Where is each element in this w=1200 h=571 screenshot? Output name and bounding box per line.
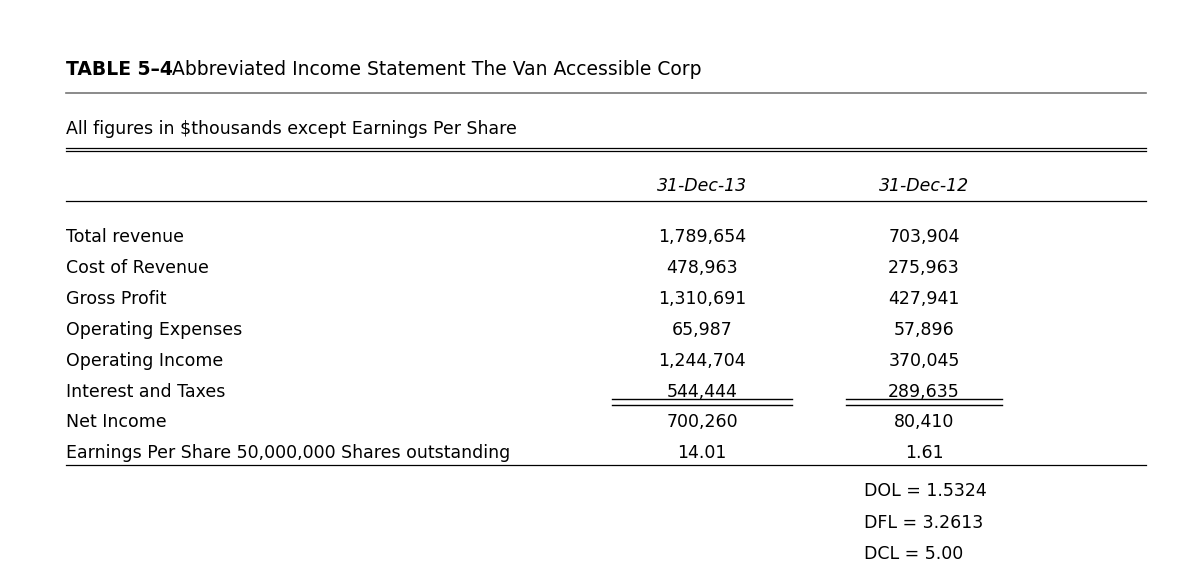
Text: DFL = 3.2613: DFL = 3.2613 [864,514,983,532]
Text: 289,635: 289,635 [888,383,960,401]
Text: 478,963: 478,963 [666,259,738,278]
Text: 427,941: 427,941 [888,290,960,308]
Text: 14.01: 14.01 [677,444,727,463]
Text: 31-Dec-12: 31-Dec-12 [878,177,970,195]
Text: All figures in $thousands except Earnings Per Share: All figures in $thousands except Earning… [66,120,517,138]
Text: 57,896: 57,896 [894,321,954,339]
Text: 275,963: 275,963 [888,259,960,278]
Text: DOL = 1.5324: DOL = 1.5324 [864,482,986,501]
Text: DCL = 5.00: DCL = 5.00 [864,545,964,564]
Text: 31-Dec-13: 31-Dec-13 [656,177,748,195]
Text: 1.61: 1.61 [905,444,943,463]
Text: Gross Profit: Gross Profit [66,290,167,308]
Text: Cost of Revenue: Cost of Revenue [66,259,209,278]
Text: 544,444: 544,444 [666,383,738,401]
Text: Operating Income: Operating Income [66,352,223,370]
Text: 703,904: 703,904 [888,228,960,247]
Text: TABLE 5–4: TABLE 5–4 [66,60,173,79]
Text: 700,260: 700,260 [666,413,738,432]
Text: Earnings Per Share 50,000,000 Shares outstanding: Earnings Per Share 50,000,000 Shares out… [66,444,510,463]
Text: 1,244,704: 1,244,704 [658,352,746,370]
Text: Abbreviated Income Statement The Van Accessible Corp: Abbreviated Income Statement The Van Acc… [166,60,701,79]
Text: Operating Expenses: Operating Expenses [66,321,242,339]
Text: 65,987: 65,987 [672,321,732,339]
Text: Interest and Taxes: Interest and Taxes [66,383,226,401]
Text: 370,045: 370,045 [888,352,960,370]
Text: Net Income: Net Income [66,413,167,432]
Text: Total revenue: Total revenue [66,228,184,247]
Text: 1,310,691: 1,310,691 [658,290,746,308]
Text: 1,789,654: 1,789,654 [658,228,746,247]
Text: 80,410: 80,410 [894,413,954,432]
